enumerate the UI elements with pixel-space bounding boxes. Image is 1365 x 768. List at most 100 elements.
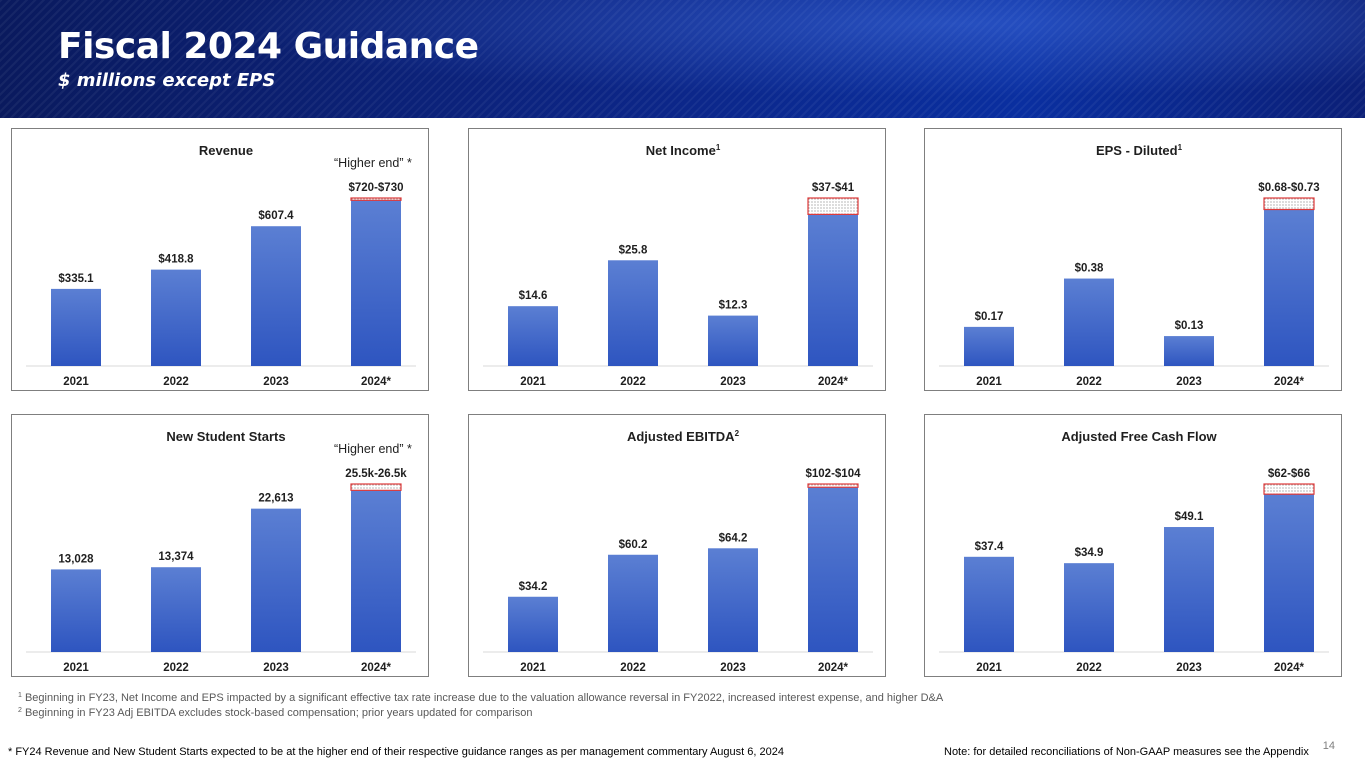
annotation-higher-end: “Higher end” * <box>334 156 412 170</box>
footnote-1-mark: 1 <box>18 692 22 699</box>
data-label: $12.3 <box>719 300 748 312</box>
chart-adjusted-ebitda: Adjusted EBITDA2 $34.2 2021 $60.2 2022 $64.2 2… <box>483 429 873 674</box>
data-label: $34.9 <box>1075 547 1104 559</box>
footnote-1-text: Beginning in FY23, Net Income and EPS im… <box>21 692 944 704</box>
data-label: $0.17 <box>975 311 1004 323</box>
fy24-guidance-note: * FY24 Revenue and New Student Starts ex… <box>8 746 784 758</box>
data-label: $25.8 <box>619 244 648 256</box>
bar-2021 <box>51 288 101 366</box>
chart-panel-eps-diluted: EPS - Diluted1 $0.17 2021 $0.38 2022 $0.13 202… <box>924 128 1342 391</box>
x-tick-label: 2024* <box>818 662 849 674</box>
bar-2023 <box>1164 336 1214 366</box>
annotation-higher-end: “Higher end” * <box>334 442 412 456</box>
page-subtitle: $ millions except EPS <box>58 70 276 91</box>
data-label: $0.68-$0.73 <box>1258 182 1319 194</box>
x-tick-label: 2023 <box>263 376 289 388</box>
footnote-2: 2 Beginning in FY23 Adj EBITDA excludes … <box>18 707 532 719</box>
guidance-range-box <box>807 483 859 488</box>
bar-2022 <box>1064 278 1114 366</box>
bar-2023 <box>251 226 301 366</box>
bar-2021 <box>51 569 101 652</box>
guidance-range-box <box>350 197 402 201</box>
x-tick-label: 2022 <box>163 376 189 388</box>
x-tick-label: 2023 <box>720 662 746 674</box>
guidance-range-box <box>807 197 859 215</box>
chart-new-student-starts: New Student Starts “Higher end” * 13,028 20… <box>26 429 416 674</box>
chart-title-sup: 1 <box>716 143 721 152</box>
x-tick-label: 2024* <box>361 376 392 388</box>
bar-2022 <box>151 567 201 652</box>
x-tick-label: 2022 <box>1076 376 1102 388</box>
data-label: $607.4 <box>258 210 294 222</box>
data-label: $37-$41 <box>812 182 855 194</box>
data-label: 13,374 <box>158 551 194 563</box>
x-tick-label: 2024* <box>1274 376 1305 388</box>
guidance-range-box <box>350 483 402 491</box>
chart-title-sup: 1 <box>1178 143 1183 152</box>
data-label: $0.13 <box>1175 320 1204 332</box>
footnote-1: 1 Beginning in FY23, Net Income and EPS … <box>18 692 943 704</box>
chart-title-sup: 2 <box>735 429 740 438</box>
data-label: $34.2 <box>519 581 548 593</box>
data-label: $0.38 <box>1075 263 1104 275</box>
x-tick-label: 2021 <box>520 662 546 674</box>
chart-eps-diluted: EPS - Diluted1 $0.17 2021 $0.38 2022 $0.13 202… <box>939 143 1329 388</box>
bar-2022 <box>608 260 658 366</box>
chart-panel-adjusted-ebitda: Adjusted EBITDA2 $34.2 2021 $60.2 2022 $64.2 2… <box>468 414 886 677</box>
bar-2023 <box>251 508 301 652</box>
data-label: 13,028 <box>58 553 94 565</box>
data-label: $49.1 <box>1175 511 1204 523</box>
data-label: 25.5k-26.5k <box>345 468 407 480</box>
chart-revenue: Revenue “Higher end” * $335.1 2021 $418.8 202… <box>26 143 416 388</box>
bar-2021 <box>508 596 558 652</box>
chart-panel-net-income: Net Income1 $14.6 2021 $25.8 2022 $12.3 2023 $3… <box>468 128 886 391</box>
x-tick-label: 2022 <box>1076 662 1102 674</box>
footnote-2-mark: 2 <box>18 707 22 714</box>
chart-panel-adjusted-free-cash-flow: Adjusted Free Cash Flow $37.4 2021 $34.9 202… <box>924 414 1342 677</box>
data-label: $60.2 <box>619 539 648 551</box>
data-label: $102-$104 <box>806 468 862 480</box>
chart-net-income: Net Income1 $14.6 2021 $25.8 2022 $12.3 2023 $3… <box>483 143 873 388</box>
x-tick-label: 2024* <box>818 376 849 388</box>
bar-2024 <box>1264 209 1314 366</box>
bar-2021 <box>508 306 558 366</box>
bar-2024 <box>808 214 858 366</box>
footnote-2-text: Beginning in FY23 Adj EBITDA excludes st… <box>21 707 533 719</box>
data-label: $14.6 <box>519 290 548 302</box>
chart-title-revenue: Revenue <box>199 143 253 158</box>
chart-panel-revenue: Revenue “Higher end” * $335.1 2021 $418.8 202… <box>11 128 429 391</box>
bar-2022 <box>151 269 201 366</box>
non-gaap-note: Note: for detailed reconciliations of No… <box>944 746 1309 758</box>
x-tick-label: 2021 <box>63 662 89 674</box>
page-number: 14 <box>1322 740 1335 752</box>
data-label: $720-$730 <box>349 182 404 194</box>
bar-2024 <box>808 487 858 652</box>
bar-2024 <box>351 490 401 652</box>
guidance-range-box <box>1263 197 1315 211</box>
chart-title-net-income: Net Income1 <box>646 143 721 158</box>
bar-2023 <box>708 315 758 366</box>
x-tick-label: 2023 <box>1176 376 1202 388</box>
page-title: Fiscal 2024 Guidance <box>58 26 479 67</box>
x-tick-label: 2021 <box>520 376 546 388</box>
chart-adjusted-free-cash-flow: Adjusted Free Cash Flow $37.4 2021 $34.9 202… <box>939 429 1329 674</box>
bar-2024 <box>351 200 401 366</box>
x-tick-label: 2022 <box>163 662 189 674</box>
guidance-range-box <box>1263 483 1315 495</box>
bar-2023 <box>708 548 758 652</box>
x-tick-label: 2022 <box>620 376 646 388</box>
chart-panel-new-student-starts: New Student Starts “Higher end” * 13,028 20… <box>11 414 429 677</box>
chart-title-eps-diluted: EPS - Diluted1 <box>1096 143 1183 158</box>
data-label: $37.4 <box>975 541 1004 553</box>
x-tick-label: 2024* <box>1274 662 1305 674</box>
bar-2024 <box>1264 494 1314 652</box>
bar-2021 <box>964 326 1014 366</box>
bar-2022 <box>608 554 658 652</box>
bar-2021 <box>964 556 1014 652</box>
bar-2023 <box>1164 527 1214 652</box>
data-label: $418.8 <box>158 254 194 266</box>
x-tick-label: 2021 <box>63 376 89 388</box>
chart-title-adjusted-free-cash-flow: Adjusted Free Cash Flow <box>1061 429 1217 444</box>
chart-title-new-student-starts: New Student Starts <box>166 429 285 444</box>
x-tick-label: 2024* <box>361 662 392 674</box>
